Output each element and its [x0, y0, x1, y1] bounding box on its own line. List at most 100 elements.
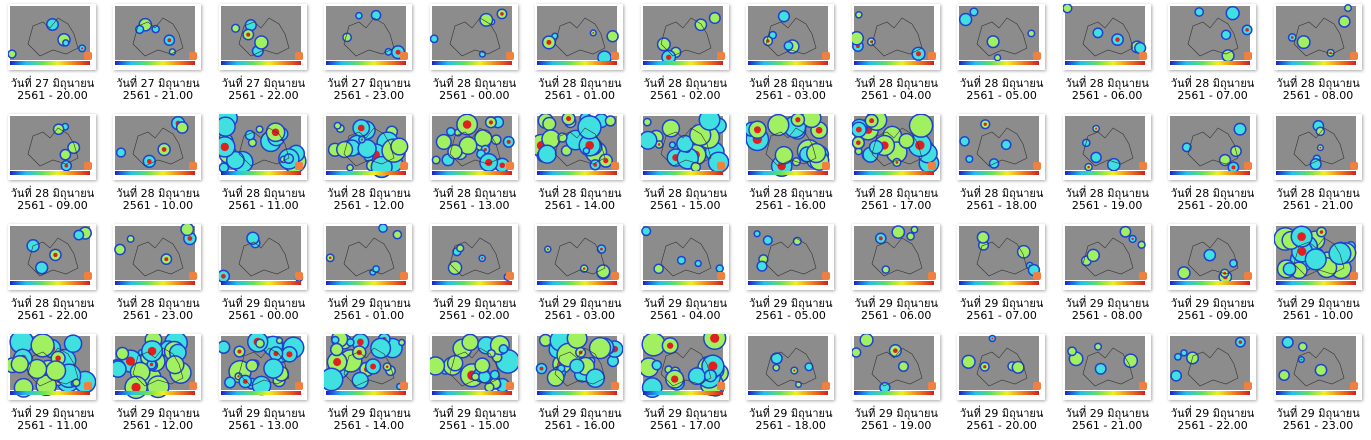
- blob: [603, 158, 609, 164]
- file-item[interactable]: วันที่ 28 มิถุนายน 2561 - 02.00: [633, 0, 738, 110]
- file-item[interactable]: วันที่ 29 มิถุนายน 2561 - 17.00: [633, 326, 738, 440]
- file-item[interactable]: วันที่ 29 มิถุนายน 2561 - 04.00: [633, 220, 738, 330]
- file-item[interactable]: วันที่ 27 มิถุนายน 2561 - 20.00: [0, 0, 105, 110]
- file-item[interactable]: วันที่ 28 มิถุนายน 2561 - 06.00: [1055, 0, 1160, 110]
- file-item[interactable]: วันที่ 28 มิถุนายน 2561 - 14.00: [527, 110, 632, 220]
- file-name: 2561 - 20.00: [1177, 199, 1248, 212]
- file-item[interactable]: วันที่ 28 มิถุนายน 2561 - 16.00: [738, 107, 843, 220]
- file-item[interactable]: วันที่ 28 มิถุนายน 2561 - 23.00: [105, 220, 210, 330]
- file-item[interactable]: วันที่ 28 มิถุนายน 2561 - 22.00: [0, 220, 105, 330]
- file-item[interactable]: วันที่ 28 มิถุนายน 2561 - 03.00: [738, 0, 843, 110]
- file-item[interactable]: วันที่ 29 มิถุนายน 2561 - 14.00: [316, 330, 421, 440]
- file-item[interactable]: วันที่ 29 มิถุนายน 2561 - 11.00: [0, 329, 105, 440]
- logo: [611, 272, 620, 280]
- blob: [380, 224, 387, 232]
- file-item[interactable]: วันที่ 27 มิถุนายน 2561 - 23.00: [316, 0, 421, 110]
- blob: [242, 379, 248, 384]
- color-bar: [10, 171, 90, 175]
- blob: [1178, 267, 1190, 279]
- file-name: 2561 - 05.00: [755, 309, 826, 322]
- file-item[interactable]: วันที่ 28 มิถุนายน 2561 - 18.00: [949, 110, 1054, 220]
- blob: [1319, 146, 1321, 149]
- logo: [1138, 272, 1147, 280]
- thumbnail-image: [115, 116, 198, 175]
- color-bar: [1064, 171, 1145, 175]
- blob: [273, 350, 279, 357]
- file-item[interactable]: วันที่ 28 มิถุนายน 2561 - 05.00: [949, 0, 1054, 110]
- file-item[interactable]: วันที่ 27 มิถุนายน 2561 - 22.00: [211, 0, 316, 110]
- blob: [480, 52, 485, 57]
- blob: [1094, 127, 1097, 130]
- file-item[interactable]: วันที่ 29 มิถุนายน 2561 - 19.00: [844, 330, 949, 440]
- thumbnail-image: [216, 331, 305, 396]
- logo: [611, 52, 620, 60]
- file-item[interactable]: วันที่ 29 มิถุนายน 2561 - 20.00: [949, 330, 1054, 440]
- file-item[interactable]: วันที่ 28 มิถุนายน 2561 - 19.00: [1055, 110, 1160, 220]
- blob: [1296, 232, 1306, 241]
- file-item[interactable]: วันที่ 28 มิถุนายน 2561 - 12.00: [316, 110, 421, 220]
- file-item[interactable]: วันที่ 29 มิถุนายน 2561 - 13.00: [211, 330, 316, 440]
- file-item[interactable]: วันที่ 28 มิถุนายน 2561 - 17.00: [844, 109, 949, 220]
- thumbnail-image: [429, 6, 514, 65]
- blob: [321, 369, 343, 390]
- color-bar: [642, 281, 723, 285]
- logo: [1033, 382, 1042, 390]
- thumbnail-image: [326, 223, 409, 285]
- blob: [806, 363, 813, 370]
- file-name: 2561 - 01.00: [333, 309, 405, 322]
- thumbnail: [957, 224, 1046, 290]
- blob: [1068, 347, 1076, 355]
- file-item[interactable]: วันที่ 28 มิถุนายน 2561 - 11.00: [211, 107, 316, 220]
- file-item[interactable]: วันที่ 29 มิถุนายน 2561 - 03.00: [527, 220, 632, 330]
- file-item[interactable]: วันที่ 28 มิถุนายน 2561 - 15.00: [633, 108, 738, 220]
- file-item[interactable]: วันที่ 28 มิถุนายน 2561 - 09.00: [0, 110, 105, 220]
- file-item[interactable]: วันที่ 29 มิถุนายน 2561 - 12.00: [105, 330, 210, 440]
- file-item[interactable]: วันที่ 29 มิถุนายน 2561 - 08.00: [1055, 220, 1160, 330]
- blob: [150, 362, 154, 367]
- file-item[interactable]: วันที่ 29 มิถุนายน 2561 - 22.00: [1160, 330, 1265, 440]
- file-item[interactable]: วันที่ 29 มิถุนายน 2561 - 15.00: [422, 330, 527, 440]
- file-item[interactable]: วันที่ 28 มิถุนายน 2561 - 01.00: [527, 0, 632, 110]
- thumbnail: [851, 224, 940, 290]
- file-item[interactable]: วันที่ 29 มิถุนายน 2561 - 21.00: [1055, 330, 1160, 440]
- file-item[interactable]: วันที่ 29 มิถุนายน 2561 - 10.00: [1266, 220, 1371, 330]
- file-item[interactable]: วันที่ 28 มิถุนายน 2561 - 13.00: [422, 110, 527, 220]
- color-bar: [1170, 61, 1251, 65]
- file-name: วันที่ 28 มิถุนายน: [1276, 187, 1360, 200]
- color-bar: [1064, 61, 1145, 65]
- file-item[interactable]: วันที่ 29 มิถุนายน 2561 - 06.00: [844, 220, 949, 330]
- file-item[interactable]: วันที่ 29 มิถุนายน 2561 - 09.00: [1160, 220, 1265, 330]
- blob: [988, 36, 999, 47]
- file-item[interactable]: วันที่ 27 มิถุนายน 2561 - 21.00: [105, 0, 210, 110]
- file-item[interactable]: วันที่ 28 มิถุนายน 2561 - 07.00: [1160, 0, 1265, 110]
- file-item[interactable]: วันที่ 28 มิถุนายน 2561 - 00.00: [422, 0, 527, 110]
- logo: [1138, 382, 1147, 390]
- file-item[interactable]: วันที่ 29 มิถุนายน 2561 - 23.00: [1266, 330, 1371, 440]
- file-item[interactable]: วันที่ 29 มิถุนายน 2561 - 02.00: [422, 220, 527, 330]
- file-name: 2561 - 22.00: [228, 89, 299, 102]
- file-item[interactable]: วันที่ 28 มิถุนายน 2561 - 04.00: [844, 0, 949, 110]
- file-name: 2561 - 06.00: [860, 309, 932, 322]
- file-item[interactable]: วันที่ 29 มิถุนายน 2561 - 00.00: [211, 220, 316, 330]
- file-item[interactable]: วันที่ 29 มิถุนายน 2561 - 16.00: [527, 327, 632, 440]
- blob: [870, 141, 882, 153]
- blob: [462, 335, 478, 350]
- blob: [600, 247, 604, 251]
- file-name: 2561 - 23.00: [1282, 419, 1354, 432]
- file-item[interactable]: วันที่ 29 มิถุนายน 2561 - 18.00: [738, 330, 843, 440]
- blob: [860, 334, 872, 346]
- blob: [448, 356, 462, 370]
- file-item[interactable]: วันที่ 29 มิถุนายน 2561 - 07.00: [949, 220, 1054, 330]
- blob: [74, 231, 83, 240]
- blob: [587, 369, 604, 387]
- map-outline: [554, 17, 606, 57]
- file-item[interactable]: วันที่ 28 มิถุนายน 2561 - 20.00: [1160, 110, 1265, 220]
- file-item[interactable]: วันที่ 28 มิถุนายน 2561 - 08.00: [1266, 0, 1371, 110]
- file-item[interactable]: วันที่ 28 มิถุนายน 2561 - 10.00: [105, 110, 210, 220]
- color-bar: [220, 61, 301, 65]
- file-item[interactable]: วันที่ 28 มิถุนายน 2561 - 21.00: [1266, 110, 1371, 220]
- blob: [699, 110, 719, 130]
- file-name: วันที่ 29 มิถุนายน: [643, 407, 728, 420]
- file-item[interactable]: วันที่ 29 มิถุนายน 2561 - 01.00: [316, 220, 421, 330]
- file-item[interactable]: วันที่ 29 มิถุนายน 2561 - 05.00: [738, 220, 843, 330]
